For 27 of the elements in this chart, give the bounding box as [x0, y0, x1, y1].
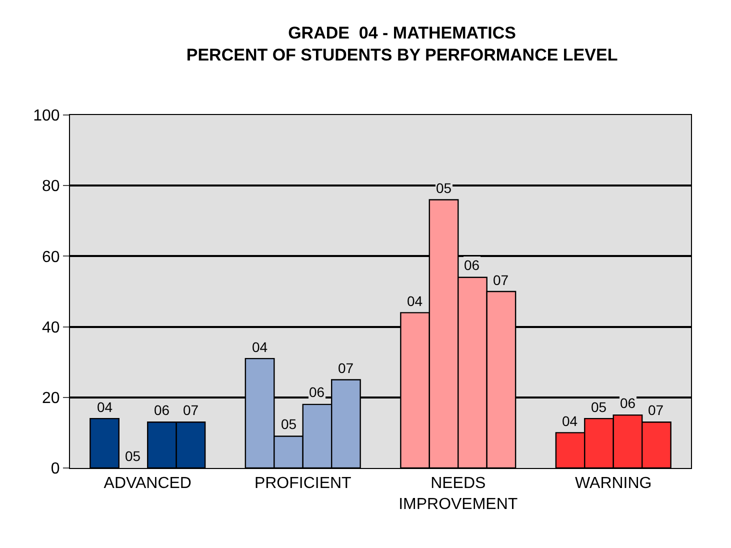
text: 06: [154, 402, 170, 418]
text: 07: [648, 402, 664, 418]
text: 07: [183, 402, 199, 418]
text: 04: [97, 399, 113, 415]
chart-title: GRADE 04 - MATHEMATICS PERCENT OF STUDENTS BY PERFORMANCE LEVEL: [186, 23, 618, 64]
text: 07: [338, 360, 354, 376]
text: 05: [125, 448, 141, 464]
text: 06: [464, 257, 480, 273]
series-label: 07: [493, 272, 509, 288]
text: 05: [436, 180, 452, 196]
y-tick-label: 60: [42, 248, 60, 266]
text: 05: [281, 416, 297, 432]
series-label: 04: [252, 339, 268, 355]
text: 04: [562, 413, 578, 429]
y-tick-label: 40: [42, 319, 60, 336]
y-tick-label: 20: [42, 390, 60, 407]
y-tick-label: 80: [42, 178, 60, 196]
text: 04: [407, 293, 423, 309]
x-tick-label: WARNING: [575, 475, 652, 492]
series-label: 05: [591, 399, 607, 415]
x-tick-label: ADVANCED: [104, 475, 192, 492]
series-label: 06: [620, 395, 636, 411]
x-tick-label: NEEDS IMPROVEMENT: [398, 475, 518, 513]
text: 06: [309, 384, 325, 400]
y-tick-label: 0: [50, 460, 60, 478]
y-tick-label: 100: [33, 108, 60, 125]
x-tick-label: PROFICIENT: [254, 475, 352, 492]
